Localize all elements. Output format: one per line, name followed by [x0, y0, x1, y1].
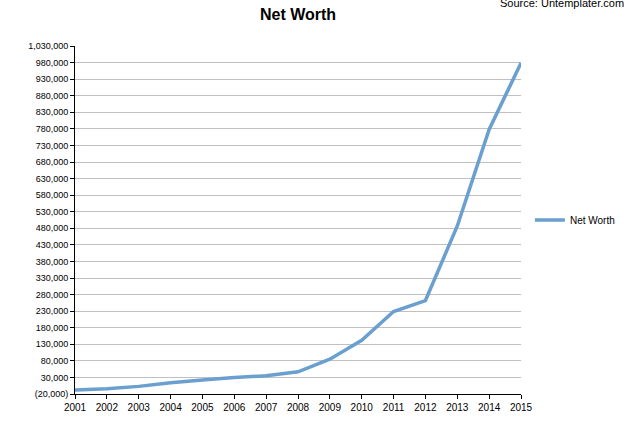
- svg-text:330,000: 330,000: [36, 273, 69, 283]
- svg-text:780,000: 780,000: [36, 124, 69, 134]
- svg-text:2008: 2008: [287, 402, 310, 413]
- svg-text:930,000: 930,000: [36, 74, 69, 84]
- svg-text:830,000: 830,000: [36, 107, 69, 117]
- svg-text:280,000: 280,000: [36, 290, 69, 300]
- svg-text:580,000: 580,000: [36, 190, 69, 200]
- svg-text:2002: 2002: [96, 402, 119, 413]
- svg-text:430,000: 430,000: [36, 240, 69, 250]
- svg-text:380,000: 380,000: [36, 257, 69, 267]
- svg-text:30,000: 30,000: [41, 373, 69, 383]
- svg-text:80,000: 80,000: [41, 356, 69, 366]
- svg-text:Net Worth: Net Worth: [260, 6, 336, 23]
- svg-text:2013: 2013: [446, 402, 469, 413]
- svg-text:2015: 2015: [510, 402, 533, 413]
- svg-text:980,000: 980,000: [36, 58, 69, 68]
- svg-text:1,030,000: 1,030,000: [28, 41, 68, 51]
- svg-text:180,000: 180,000: [36, 323, 69, 333]
- svg-text:2005: 2005: [191, 402, 214, 413]
- svg-text:130,000: 130,000: [36, 339, 69, 349]
- svg-text:2007: 2007: [255, 402, 278, 413]
- svg-text:Net Worth: Net Worth: [570, 215, 615, 226]
- svg-text:480,000: 480,000: [36, 223, 69, 233]
- svg-text:630,000: 630,000: [36, 174, 69, 184]
- svg-text:880,000: 880,000: [36, 91, 69, 101]
- svg-text:2004: 2004: [159, 402, 182, 413]
- svg-text:230,000: 230,000: [36, 306, 69, 316]
- svg-text:Source: Untemplater.com: Source: Untemplater.com: [500, 0, 624, 9]
- svg-text:2001: 2001: [64, 402, 87, 413]
- svg-text:730,000: 730,000: [36, 141, 69, 151]
- svg-text:530,000: 530,000: [36, 207, 69, 217]
- svg-text:2006: 2006: [223, 402, 246, 413]
- svg-text:2011: 2011: [383, 402, 405, 413]
- svg-text:(20,000): (20,000): [35, 389, 69, 399]
- svg-text:2003: 2003: [128, 402, 151, 413]
- svg-text:2010: 2010: [351, 402, 374, 413]
- svg-text:2009: 2009: [319, 402, 342, 413]
- svg-text:2014: 2014: [478, 402, 501, 413]
- svg-text:680,000: 680,000: [36, 157, 69, 167]
- svg-text:2012: 2012: [414, 402, 437, 413]
